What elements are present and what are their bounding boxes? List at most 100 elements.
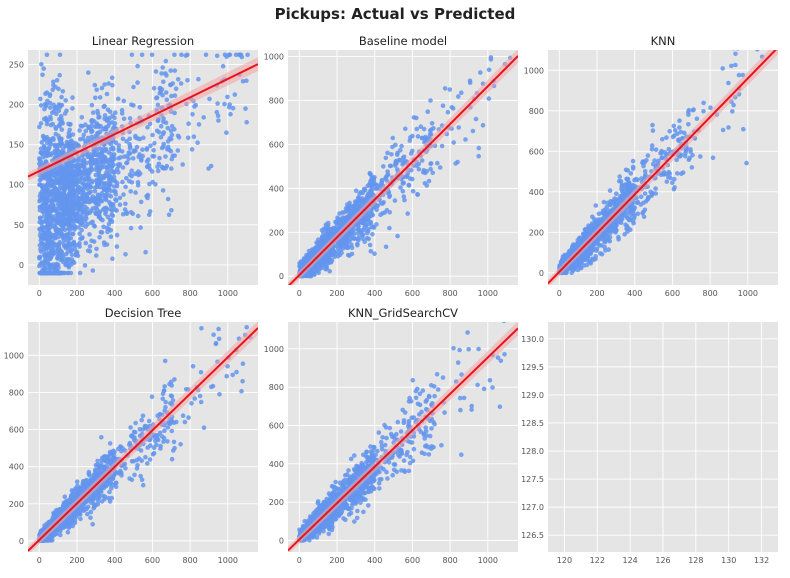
data-point: [169, 93, 174, 99]
data-point: [165, 147, 170, 152]
data-point: [164, 97, 170, 102]
data-point: [57, 52, 63, 58]
data-point: [67, 141, 72, 147]
data-point: [155, 102, 161, 108]
data-point: [88, 184, 93, 190]
data-point: [61, 259, 66, 265]
data-point: [124, 210, 129, 215]
data-point: [163, 166, 168, 171]
data-point: [69, 262, 74, 267]
data-point: [600, 235, 606, 240]
data-point: [611, 200, 616, 205]
data-point: [378, 212, 383, 218]
data-point: [374, 207, 379, 213]
data-point: [379, 179, 385, 185]
data-point: [93, 158, 98, 163]
data-point: [133, 420, 138, 426]
data-point: [51, 135, 56, 141]
data-point: [201, 425, 207, 431]
data-point: [414, 126, 420, 132]
data-point: [76, 225, 81, 230]
data-point: [649, 193, 654, 198]
data-point: [129, 52, 135, 58]
data-point: [620, 197, 625, 202]
data-point: [322, 257, 327, 263]
data-point: [349, 245, 355, 251]
data-point: [60, 175, 65, 180]
data-point: [169, 156, 175, 162]
data-point: [419, 158, 425, 163]
data-point: [89, 156, 95, 161]
data-point: [175, 77, 181, 82]
data-point: [176, 135, 182, 140]
data-point: [153, 69, 159, 74]
data-point: [93, 172, 99, 178]
y-tick-label: 0: [539, 269, 544, 278]
data-point: [622, 232, 627, 237]
data-point: [120, 179, 125, 185]
y-tick-label: 800: [269, 97, 284, 106]
data-point: [86, 70, 91, 75]
data-point: [415, 192, 420, 197]
data-point: [666, 146, 672, 152]
data-point: [634, 200, 640, 205]
data-point: [660, 137, 665, 142]
data-point: [90, 110, 96, 115]
data-point: [64, 238, 70, 243]
data-point: [428, 161, 434, 167]
data-point: [614, 222, 619, 228]
data-point: [435, 160, 440, 166]
data-point: [123, 252, 128, 257]
data-point: [364, 236, 370, 241]
data-point: [595, 237, 601, 242]
data-point: [38, 103, 44, 108]
regression-line: [28, 63, 258, 178]
data-point: [60, 196, 65, 202]
data-point: [121, 98, 127, 104]
data-point: [480, 123, 486, 128]
data-point: [126, 150, 132, 155]
data-point: [585, 228, 590, 234]
data-point: [59, 94, 64, 100]
data-point: [38, 146, 44, 152]
data-point: [245, 52, 250, 58]
data-point: [216, 336, 222, 342]
data-point: [68, 208, 74, 213]
data-point: [360, 236, 366, 242]
data-point: [222, 52, 228, 58]
data-point: [614, 217, 620, 223]
data-point: [165, 139, 171, 144]
data-point: [343, 206, 349, 211]
data-point: [37, 156, 42, 161]
data-point: [214, 53, 220, 59]
data-point: [701, 100, 706, 106]
data-point: [88, 199, 94, 204]
data-point: [51, 82, 56, 88]
data-point: [89, 129, 94, 135]
data-point: [664, 179, 670, 184]
data-point: [607, 188, 613, 193]
data-point: [65, 181, 71, 187]
y-tick-label: 800: [9, 388, 24, 397]
data-point: [57, 72, 62, 78]
data-point: [112, 207, 118, 212]
data-point: [337, 252, 343, 258]
data-point: [102, 103, 107, 109]
data-point: [650, 128, 656, 133]
data-point: [61, 241, 66, 246]
data-point: [71, 219, 76, 225]
data-point: [113, 110, 118, 115]
data-point: [48, 233, 54, 239]
data-point: [607, 238, 613, 244]
data-point: [186, 121, 191, 126]
x-tick-label: 200: [329, 289, 344, 298]
data-point: [40, 241, 45, 246]
data-point: [79, 180, 84, 185]
y-tick-label: 150: [9, 141, 24, 150]
x-tick-label: 1000: [478, 289, 498, 298]
data-point: [406, 183, 412, 188]
data-point: [76, 206, 82, 212]
data-point: [623, 167, 629, 173]
data-point: [224, 130, 229, 135]
data-point: [79, 158, 85, 163]
